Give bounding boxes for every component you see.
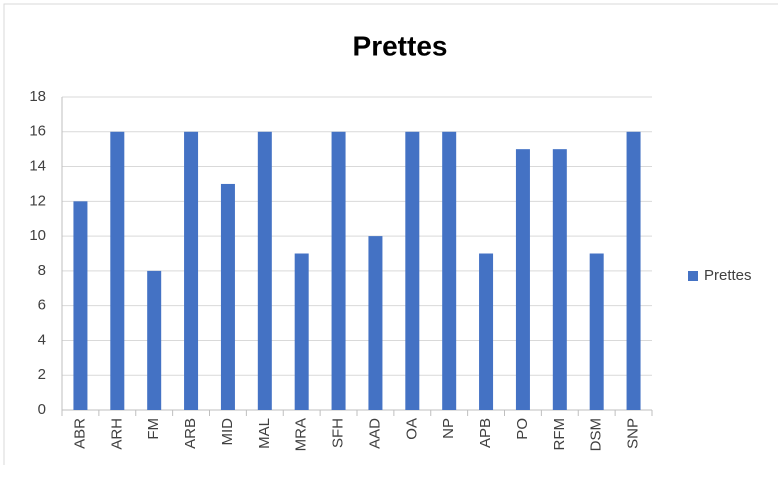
bar bbox=[589, 253, 604, 410]
bar bbox=[294, 253, 309, 410]
bar bbox=[515, 149, 530, 410]
x-tick-label: ARH bbox=[108, 418, 125, 450]
bar bbox=[110, 131, 125, 410]
y-tick-label: 0 bbox=[38, 401, 46, 418]
x-tick-label: MID bbox=[219, 418, 236, 446]
bar bbox=[552, 149, 567, 410]
x-tick-label: DSM bbox=[588, 418, 605, 451]
x-tick-label: MRA bbox=[293, 418, 310, 451]
x-tick-label: ABR bbox=[71, 418, 88, 449]
bar bbox=[442, 131, 457, 410]
bar bbox=[479, 253, 494, 410]
x-tick-label: FM bbox=[145, 418, 162, 440]
x-tick-label: NP bbox=[440, 418, 457, 439]
bar bbox=[626, 131, 641, 410]
x-tick-label: ARB bbox=[182, 418, 199, 449]
bar bbox=[220, 183, 235, 410]
x-tick-label: SNP bbox=[625, 418, 642, 449]
x-tick-label: RFM bbox=[551, 418, 568, 451]
chart-frame bbox=[3, 3, 778, 465]
bar bbox=[184, 131, 199, 410]
bar bbox=[331, 131, 346, 410]
bar bbox=[405, 131, 420, 410]
y-tick-label: 10 bbox=[29, 227, 46, 244]
y-tick-label: 8 bbox=[38, 262, 46, 279]
x-tick-label: SFH bbox=[330, 418, 347, 448]
y-tick-label: 18 bbox=[29, 88, 46, 105]
y-tick-label: 16 bbox=[29, 123, 46, 140]
x-tick-label: APB bbox=[477, 418, 494, 448]
bar bbox=[147, 270, 162, 410]
x-tick-label: AAD bbox=[366, 418, 383, 449]
bar bbox=[73, 201, 88, 410]
x-tick-label: OA bbox=[403, 418, 420, 440]
legend-label: Prettes bbox=[704, 267, 752, 284]
bar bbox=[257, 131, 272, 410]
x-tick-label: PO bbox=[514, 418, 531, 440]
y-tick-label: 6 bbox=[38, 297, 46, 314]
bar bbox=[368, 236, 383, 410]
y-tick-label: 14 bbox=[29, 158, 46, 175]
legend-swatch bbox=[688, 271, 698, 281]
chart-title: Prettes bbox=[353, 30, 448, 61]
y-tick-label: 4 bbox=[38, 331, 46, 348]
x-tick-label: MAL bbox=[256, 418, 273, 449]
y-tick-label: 12 bbox=[29, 192, 46, 209]
y-tick-label: 2 bbox=[38, 366, 46, 383]
